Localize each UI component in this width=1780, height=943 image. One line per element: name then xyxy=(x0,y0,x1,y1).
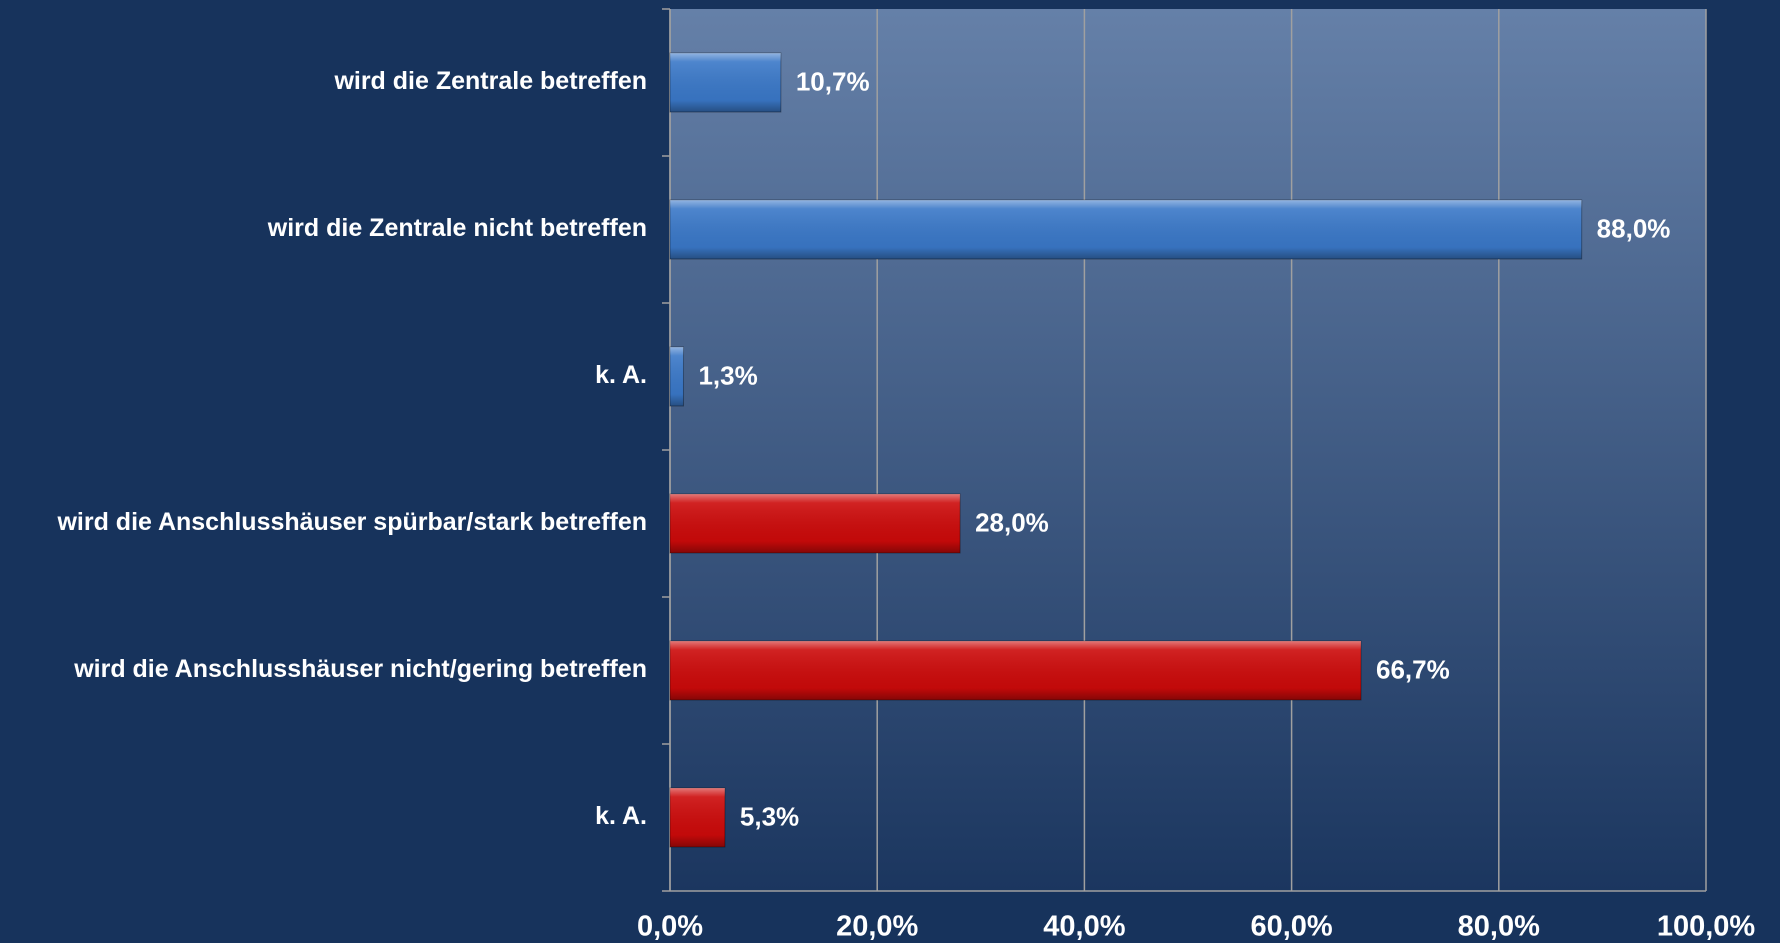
bar-shade xyxy=(670,53,781,112)
bar-shade xyxy=(670,347,684,406)
x-tick-label: 80,0% xyxy=(1458,911,1540,943)
data-label: 5,3% xyxy=(740,801,799,831)
data-label: 66,7% xyxy=(1376,654,1450,684)
bar-shade xyxy=(670,641,1362,700)
bar-shade xyxy=(670,494,961,553)
y-tick-label: k. A. xyxy=(595,361,647,389)
data-label: 10,7% xyxy=(796,66,870,96)
y-tick-label: wird die Zentrale betreffen xyxy=(333,67,647,95)
y-tick-label: wird die Zentrale nicht betreffen xyxy=(267,214,647,242)
bar-shade xyxy=(670,200,1582,259)
bar-shade xyxy=(670,788,725,847)
y-tick-label: k. A. xyxy=(595,802,647,830)
x-tick-label: 40,0% xyxy=(1043,911,1125,943)
x-tick-label: 100,0% xyxy=(1657,911,1756,943)
plot-area xyxy=(670,9,1706,891)
data-label: 28,0% xyxy=(975,507,1049,537)
data-label: 88,0% xyxy=(1597,213,1671,243)
x-tick-label: 60,0% xyxy=(1250,911,1332,943)
y-tick-label: wird die Anschlusshäuser nicht/gering be… xyxy=(73,655,647,683)
y-tick-label: wird die Anschlusshäuser spürbar/stark b… xyxy=(56,508,647,536)
x-tick-label: 20,0% xyxy=(836,911,918,943)
data-label: 1,3% xyxy=(698,360,757,390)
x-tick-label: 0,0% xyxy=(637,911,703,943)
